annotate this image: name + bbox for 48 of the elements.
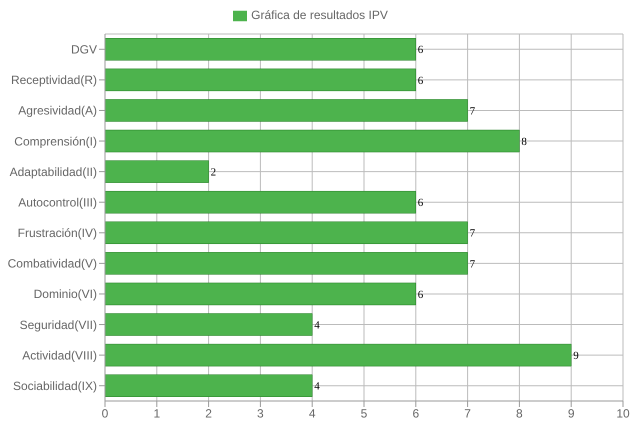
data-label: 7 (470, 105, 476, 118)
bar (105, 130, 520, 152)
x-tick-label: 0 (102, 406, 109, 421)
bar (105, 222, 468, 244)
bar (105, 99, 468, 122)
bar (105, 190, 416, 214)
bar (105, 344, 572, 366)
x-tick-label: 1 (153, 406, 160, 421)
x-tick-label: 5 (360, 406, 368, 421)
x-tick-label: 10 (616, 406, 630, 421)
x-tick-label: 8 (516, 406, 524, 421)
y-tick-label: Receptividad(R) (10, 73, 97, 88)
bar (105, 252, 468, 275)
data-label: 4 (314, 380, 320, 393)
x-tick-label: 7 (464, 406, 472, 421)
data-label: 2 (210, 166, 216, 179)
data-label: 8 (521, 136, 528, 148)
bar (105, 374, 312, 397)
x-tick-label: 6 (412, 406, 420, 421)
y-tick-label: Frustración(IV) (18, 226, 97, 240)
y-tick-label: Adaptabilidad(II) (10, 164, 97, 179)
y-tick-label: DGV (70, 42, 97, 57)
bar (105, 313, 312, 336)
legend-label: Gráfica de resultados IPV (251, 8, 388, 22)
x-tick-label: 4 (308, 406, 316, 421)
bar (105, 68, 416, 92)
bar (105, 38, 416, 61)
y-tick-label: Autocontrol(III) (18, 195, 97, 210)
data-label: 7 (470, 258, 476, 270)
y-tick-label: Comprensión(I) (14, 134, 97, 148)
bar (105, 160, 209, 183)
y-tick-label: Seguridad(VII) (20, 318, 97, 332)
data-label: 6 (418, 74, 424, 87)
data-label: 6 (418, 197, 424, 210)
y-tick-label: Agresividad(A) (18, 104, 97, 118)
y-tick-label: Sociabilidad(IX) (12, 378, 97, 393)
y-tick-label: Actividad(VIII) (22, 348, 97, 362)
bar (105, 282, 416, 306)
x-tick-label: 9 (568, 406, 575, 421)
x-tick-label: 3 (257, 406, 264, 421)
y-tick-label: Combatividad(V) (8, 256, 97, 271)
x-tick-label: 2 (205, 406, 212, 421)
data-label: 6 (418, 44, 424, 56)
data-label: 6 (418, 288, 424, 301)
data-label: 4 (314, 319, 320, 332)
data-label: 9 (573, 350, 580, 362)
data-label: 7 (470, 228, 476, 240)
y-tick-label: Dominio(VI) (34, 287, 97, 302)
